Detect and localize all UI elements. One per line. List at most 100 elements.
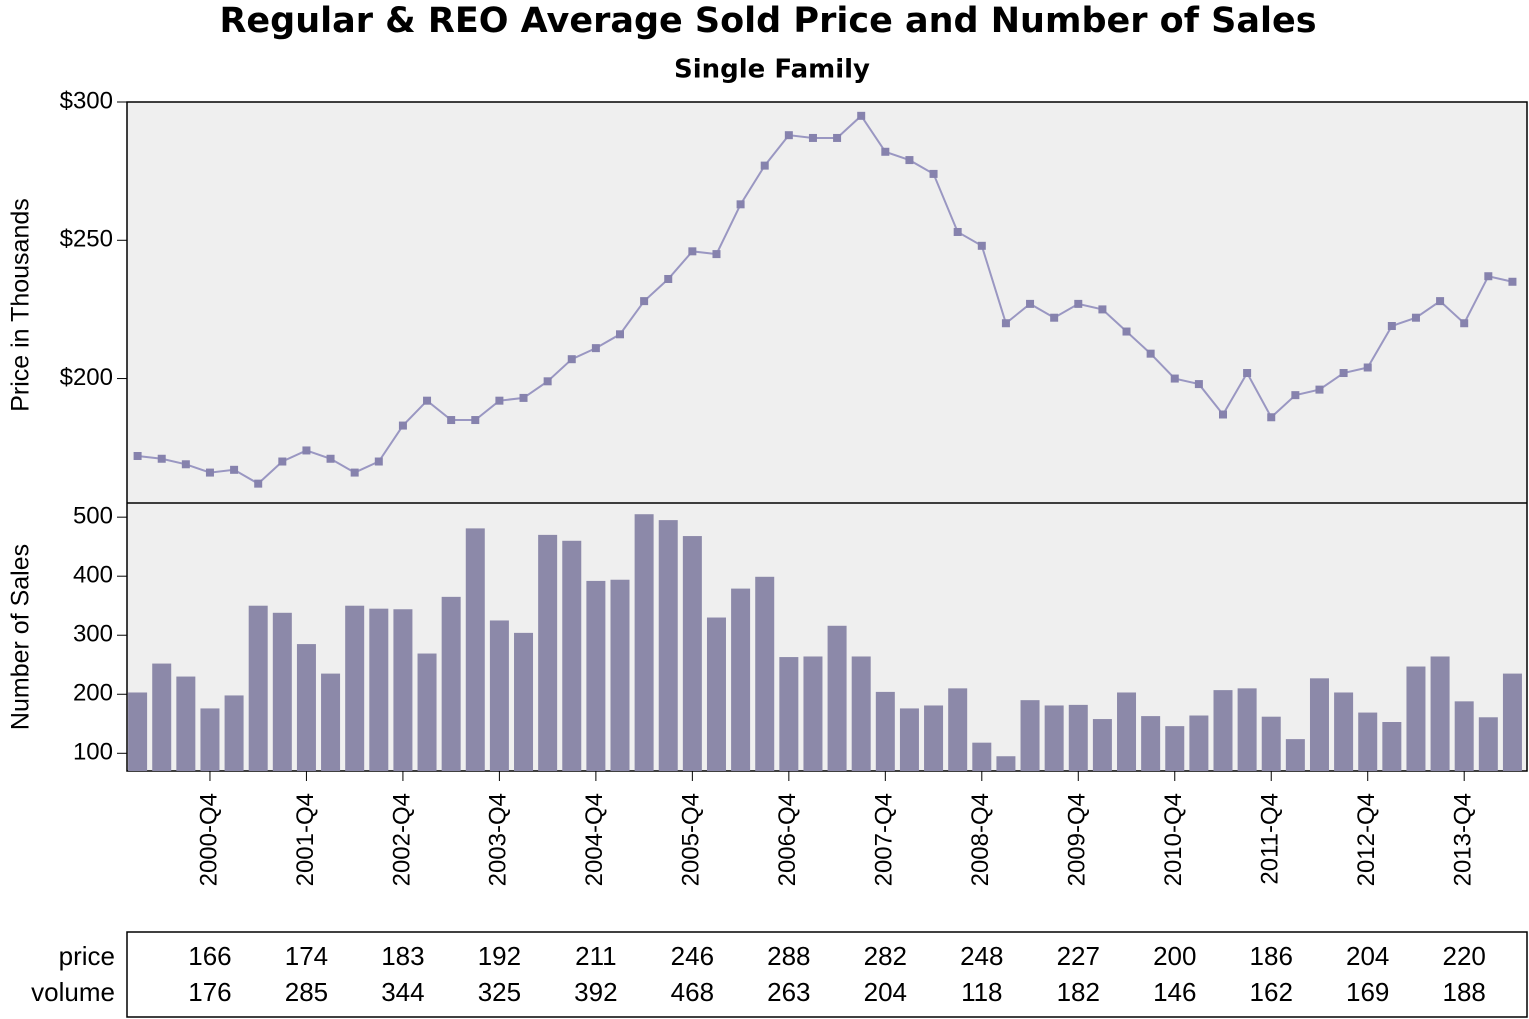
point [423, 396, 432, 405]
bar [417, 653, 437, 771]
bar [875, 691, 895, 771]
point [640, 297, 649, 306]
y2-tick-label: 500 [73, 503, 113, 530]
point [929, 169, 938, 178]
table-value: 118 [961, 977, 1002, 1007]
bar [441, 596, 461, 771]
bar [972, 742, 992, 771]
x-tick-label: 2011-Q4 [1257, 793, 1284, 885]
point [784, 131, 793, 140]
bar [1068, 704, 1088, 771]
table-value: 162 [1250, 977, 1293, 1007]
point [495, 396, 504, 405]
x-tick-label: 2012-Q4 [1353, 793, 1380, 886]
x-tick-label: 2007-Q4 [871, 793, 898, 886]
bar [1478, 717, 1498, 771]
y2-tick-label: 300 [73, 621, 113, 648]
point [567, 355, 576, 364]
table-value: 468 [671, 977, 714, 1007]
bar [924, 705, 944, 771]
y-tick-label: $300 [60, 87, 113, 114]
point [374, 457, 383, 466]
point [133, 451, 142, 460]
table-value: 392 [574, 977, 617, 1007]
y-tick-label: $250 [60, 226, 113, 253]
x-tick-label: 2001-Q4 [292, 793, 319, 886]
bar [1334, 692, 1354, 771]
point [1074, 299, 1083, 308]
point [1291, 391, 1300, 400]
bar [272, 612, 292, 771]
x-tick-label: 2006-Q4 [774, 793, 801, 886]
bar [731, 588, 751, 771]
point [471, 416, 480, 425]
x-tick-label: 2002-Q4 [388, 793, 415, 886]
bar [586, 580, 606, 771]
table-value: 211 [575, 941, 616, 971]
point [808, 133, 817, 142]
bar [827, 625, 847, 771]
bar [224, 695, 244, 771]
point [1001, 319, 1010, 328]
bar [1020, 700, 1040, 771]
point [833, 133, 842, 142]
bar [1044, 705, 1064, 771]
point [712, 250, 721, 259]
point [664, 274, 673, 283]
bar [634, 514, 654, 771]
bar [1117, 692, 1137, 771]
table-value: 220 [1443, 941, 1486, 971]
bar [1285, 739, 1305, 771]
bar [1502, 673, 1522, 771]
bar [996, 756, 1016, 771]
bar [1358, 712, 1378, 771]
bar [1189, 715, 1209, 771]
point [1170, 374, 1179, 383]
table-value: 282 [864, 941, 907, 971]
table-value: 192 [478, 941, 521, 971]
point [953, 227, 962, 236]
y2-axis-label: Number of Sales [7, 544, 35, 730]
table-value: 166 [188, 941, 231, 971]
point [230, 465, 239, 474]
table-value: 176 [188, 977, 231, 1007]
bar [1454, 701, 1474, 771]
bar [610, 579, 630, 771]
table-value: 146 [1153, 977, 1196, 1007]
bar [1261, 716, 1281, 771]
point [1363, 363, 1372, 372]
bar [803, 656, 823, 771]
bar [152, 663, 172, 771]
table-value: 174 [285, 941, 328, 971]
bar [1309, 678, 1329, 771]
point [1460, 319, 1469, 328]
table-value: 186 [1250, 941, 1293, 971]
point [591, 344, 600, 353]
table-value: 263 [767, 977, 810, 1007]
table-value: 246 [671, 941, 714, 971]
table-row-label: price [59, 941, 115, 971]
point [1098, 305, 1107, 314]
point [1484, 272, 1493, 281]
bar [1092, 719, 1112, 771]
bar [948, 688, 968, 771]
point [1194, 380, 1203, 389]
table-value: 288 [767, 941, 810, 971]
point [278, 457, 287, 466]
point [1436, 297, 1445, 306]
chart-subtitle: Single Family [674, 55, 870, 85]
bar [200, 708, 220, 771]
table-value: 204 [1346, 941, 1389, 971]
data-table [126, 931, 1528, 1018]
plot-area [126, 101, 1528, 772]
point [205, 468, 214, 477]
bar [176, 676, 196, 771]
table-value: 182 [1057, 977, 1100, 1007]
point [519, 393, 528, 402]
x-tick-label: 2005-Q4 [678, 793, 705, 886]
table-value: 204 [864, 977, 907, 1007]
point [688, 247, 697, 256]
y-axis-label: Price in Thousands [7, 198, 35, 412]
bar [369, 608, 389, 771]
bar [658, 520, 678, 771]
